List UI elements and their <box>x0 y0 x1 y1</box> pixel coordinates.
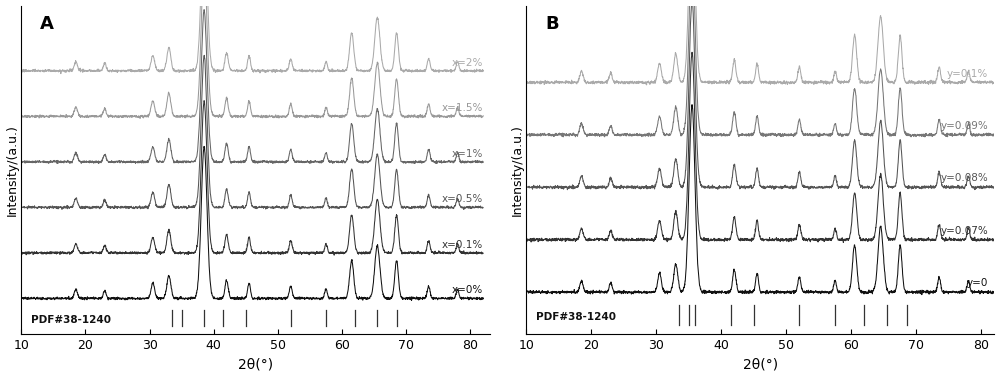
Y-axis label: Intensity/(a.u.): Intensity/(a.u.) <box>6 124 19 216</box>
Text: B: B <box>545 15 559 34</box>
X-axis label: 2θ(°): 2θ(°) <box>743 357 778 371</box>
Text: y=0.07%: y=0.07% <box>940 226 988 236</box>
Text: PDF#38-1240: PDF#38-1240 <box>31 314 111 325</box>
Y-axis label: Intensity/(a.u.): Intensity/(a.u.) <box>510 124 523 216</box>
Text: x=0%: x=0% <box>452 285 483 295</box>
Text: y=0.1%: y=0.1% <box>947 69 988 78</box>
X-axis label: 2θ(°): 2θ(°) <box>238 357 273 371</box>
Text: y=0.08%: y=0.08% <box>940 173 988 184</box>
Text: x=1.5%: x=1.5% <box>442 103 483 113</box>
Text: x=0.1%: x=0.1% <box>442 240 483 250</box>
Text: x=0.5%: x=0.5% <box>442 194 483 204</box>
Text: y=0.09%: y=0.09% <box>940 121 988 131</box>
Text: x=1%: x=1% <box>452 149 483 159</box>
Text: y=0: y=0 <box>967 278 988 288</box>
Text: PDF#38-1240: PDF#38-1240 <box>536 312 616 322</box>
Text: A: A <box>40 15 54 34</box>
Text: x=2%: x=2% <box>452 58 483 68</box>
